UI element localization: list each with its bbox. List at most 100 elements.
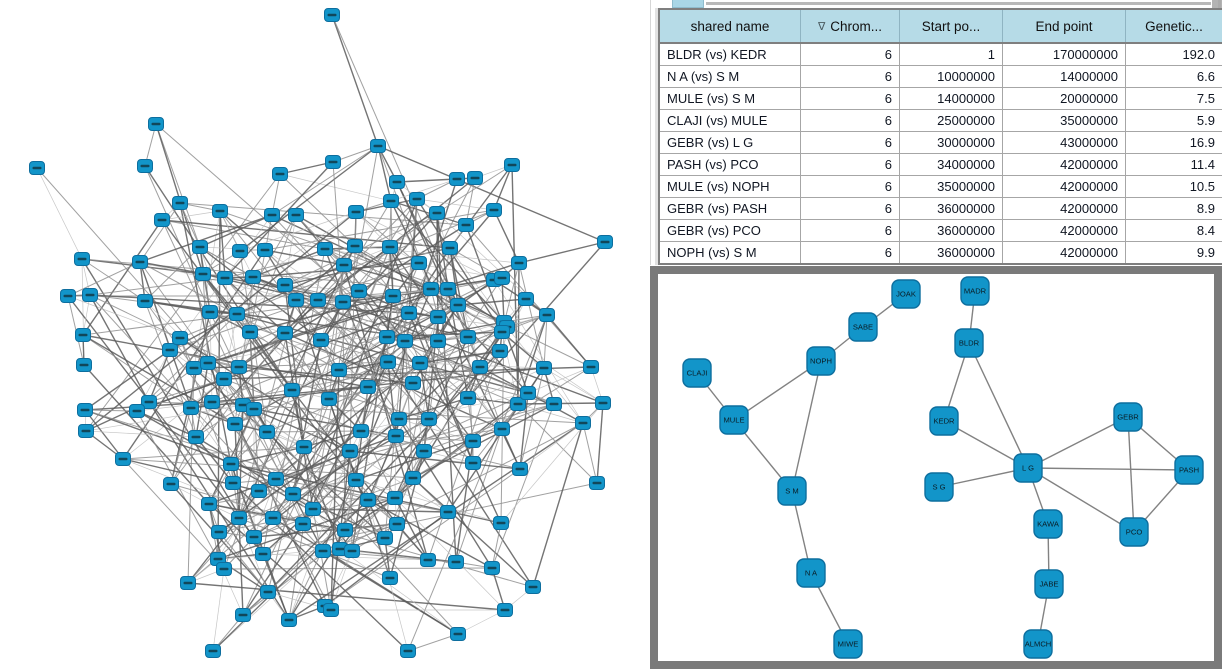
network-node[interactable] bbox=[205, 644, 221, 658]
table-cell[interactable]: 9.9 bbox=[1125, 241, 1222, 265]
table-row[interactable]: GEBR (vs) L G 6 30000000 43000000 16.9 bbox=[658, 131, 1222, 154]
network-node[interactable] bbox=[76, 358, 92, 372]
node-MIWE[interactable]: MIWE bbox=[833, 629, 863, 659]
network-node[interactable] bbox=[472, 360, 488, 374]
network-node[interactable] bbox=[351, 284, 367, 298]
node-shape[interactable] bbox=[891, 279, 921, 309]
network-node[interactable] bbox=[504, 158, 520, 172]
table-cell[interactable]: 6 bbox=[800, 175, 900, 198]
network-node[interactable] bbox=[421, 412, 437, 426]
network-node[interactable] bbox=[315, 544, 331, 558]
network-node[interactable] bbox=[575, 416, 591, 430]
network-node[interactable] bbox=[313, 333, 329, 347]
network-node[interactable] bbox=[77, 403, 93, 417]
network-node[interactable] bbox=[497, 603, 513, 617]
network-node[interactable] bbox=[82, 288, 98, 302]
network-node[interactable] bbox=[227, 417, 243, 431]
network-node[interactable] bbox=[246, 402, 262, 416]
network-node[interactable] bbox=[337, 523, 353, 537]
edge-NOPH-MULE[interactable] bbox=[733, 360, 822, 421]
node-S G[interactable]: S G bbox=[924, 472, 954, 502]
network-node[interactable] bbox=[255, 547, 271, 561]
node-shape[interactable] bbox=[806, 346, 836, 376]
network-node[interactable] bbox=[388, 429, 404, 443]
network-node[interactable] bbox=[75, 328, 91, 342]
node-GEBR[interactable]: GEBR bbox=[1113, 402, 1143, 432]
table-cell[interactable]: 25000000 bbox=[899, 109, 1003, 132]
table-cell[interactable]: 35000000 bbox=[1002, 109, 1126, 132]
table-row[interactable]: CLAJI (vs) MULE 6 25000000 35000000 5.9 bbox=[658, 109, 1222, 132]
network-node[interactable] bbox=[370, 139, 386, 153]
network-node[interactable] bbox=[348, 473, 364, 487]
network-node[interactable] bbox=[163, 477, 179, 491]
network-node[interactable] bbox=[405, 471, 421, 485]
network-node[interactable] bbox=[277, 326, 293, 340]
network-node[interactable] bbox=[204, 395, 220, 409]
node-shape[interactable] bbox=[682, 358, 712, 388]
table-cell[interactable]: 36000000 bbox=[899, 219, 1003, 242]
node-shape[interactable] bbox=[929, 406, 959, 436]
edge-L G-PCO[interactable] bbox=[1027, 467, 1135, 533]
network-node[interactable] bbox=[172, 196, 188, 210]
network-node[interactable] bbox=[430, 334, 446, 348]
network-node[interactable] bbox=[423, 282, 439, 296]
network-node[interactable] bbox=[321, 392, 337, 406]
network-node[interactable] bbox=[512, 462, 528, 476]
network-node[interactable] bbox=[154, 213, 170, 227]
network-node[interactable] bbox=[229, 307, 245, 321]
network-node[interactable] bbox=[387, 491, 403, 505]
network-node[interactable] bbox=[397, 334, 413, 348]
network-node[interactable] bbox=[115, 452, 131, 466]
network-node[interactable] bbox=[141, 395, 157, 409]
table-cell[interactable]: N A (vs) S M bbox=[658, 65, 801, 88]
network-node[interactable] bbox=[536, 361, 552, 375]
node-SABE[interactable]: SABE bbox=[848, 312, 878, 342]
network-node[interactable] bbox=[467, 171, 483, 185]
network-node[interactable] bbox=[195, 267, 211, 281]
node-JABE[interactable]: JABE bbox=[1034, 569, 1064, 599]
node-shape[interactable] bbox=[954, 328, 984, 358]
network-node[interactable] bbox=[272, 167, 288, 181]
table-cell[interactable]: 42000000 bbox=[1002, 153, 1126, 176]
network-node[interactable] bbox=[409, 192, 425, 206]
table-cell[interactable]: 16.9 bbox=[1125, 131, 1222, 154]
network-node[interactable] bbox=[260, 585, 276, 599]
network-node[interactable] bbox=[460, 330, 476, 344]
table-cell[interactable]: 6 bbox=[800, 87, 900, 110]
table-cell[interactable]: 34000000 bbox=[899, 153, 1003, 176]
network-node[interactable] bbox=[296, 440, 312, 454]
network-node[interactable] bbox=[385, 289, 401, 303]
table-cell[interactable]: 192.0 bbox=[1125, 42, 1222, 66]
network-node[interactable] bbox=[335, 295, 351, 309]
network-node[interactable] bbox=[492, 344, 508, 358]
node-PCO[interactable]: PCO bbox=[1119, 517, 1149, 547]
table-cell[interactable]: 170000000 bbox=[1002, 42, 1126, 66]
network-node[interactable] bbox=[217, 271, 233, 285]
column-header-4[interactable]: End point bbox=[1002, 8, 1126, 44]
network-node[interactable] bbox=[232, 244, 248, 258]
network-node[interactable] bbox=[494, 422, 510, 436]
table-row[interactable]: GEBR (vs) PASH 6 36000000 42000000 8.9 bbox=[658, 197, 1222, 220]
network-node[interactable] bbox=[235, 608, 251, 622]
network-node[interactable] bbox=[216, 372, 232, 386]
network-node[interactable] bbox=[353, 424, 369, 438]
node-KEDR[interactable]: KEDR bbox=[929, 406, 959, 436]
network-node[interactable] bbox=[331, 363, 347, 377]
network-node[interactable] bbox=[211, 525, 227, 539]
network-node[interactable] bbox=[188, 430, 204, 444]
network-node[interactable] bbox=[162, 343, 178, 357]
network-node[interactable] bbox=[494, 271, 510, 285]
edge-GEBR-PCO[interactable] bbox=[1127, 416, 1135, 533]
network-node[interactable] bbox=[442, 241, 458, 255]
table-cell[interactable]: 11.4 bbox=[1125, 153, 1222, 176]
network-node[interactable] bbox=[231, 360, 247, 374]
network-node[interactable] bbox=[310, 293, 326, 307]
network-node[interactable] bbox=[416, 444, 432, 458]
node-shape[interactable] bbox=[1033, 509, 1063, 539]
network-node[interactable] bbox=[429, 206, 445, 220]
subnetwork-view[interactable]: JOAK MADR SABE BLDR NOPH CLAJI GEBR MULE KEDR L G… bbox=[658, 274, 1214, 661]
table-cell[interactable]: GEBR (vs) PCO bbox=[658, 219, 801, 242]
network-node[interactable] bbox=[465, 434, 481, 448]
table-row[interactable]: PASH (vs) PCO 6 34000000 42000000 11.4 bbox=[658, 153, 1222, 176]
table-cell[interactable]: 6 bbox=[800, 42, 900, 66]
